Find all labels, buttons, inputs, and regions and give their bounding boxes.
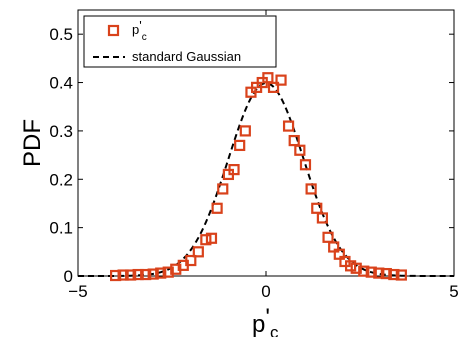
y-tick-label: 0 — [64, 267, 73, 286]
y-axis-label: PDF — [19, 119, 46, 167]
x-tick-label: 5 — [449, 282, 458, 301]
data-point — [288, 134, 300, 147]
x-axis-label: p'c — [252, 304, 279, 337]
data-point — [125, 269, 137, 281]
data-point — [162, 266, 174, 278]
data-point — [185, 254, 197, 267]
data-point — [380, 267, 392, 280]
legend-label-prime: ' — [139, 18, 141, 33]
data-point — [333, 248, 345, 260]
x-tick-label: 0 — [261, 282, 270, 301]
data-point — [211, 202, 223, 214]
data-point — [395, 269, 407, 281]
data-point — [345, 260, 357, 272]
data-point — [350, 262, 362, 274]
data-point — [234, 139, 246, 152]
legend-label-base: p — [132, 22, 139, 37]
y-tick-label: 0.5 — [49, 25, 73, 44]
data-point — [262, 72, 274, 84]
legend-label-pc: p'c — [132, 18, 147, 43]
data-point — [109, 269, 122, 282]
data-point — [200, 234, 212, 246]
data-point — [322, 231, 334, 243]
y-tick-label: 0.2 — [49, 170, 73, 189]
legend-marker-square — [107, 24, 120, 37]
data-point — [388, 268, 400, 281]
data-point — [217, 183, 229, 195]
data-point — [117, 269, 129, 281]
data-point — [147, 268, 159, 280]
x-label-prime: ' — [265, 304, 270, 331]
data-point — [140, 268, 152, 281]
data-point — [132, 268, 144, 281]
legend-box — [83, 15, 277, 68]
data-point — [373, 267, 385, 279]
data-point — [316, 212, 328, 224]
data-markers — [109, 72, 407, 282]
data-point — [228, 164, 240, 176]
data-point — [275, 74, 287, 86]
data-point — [239, 125, 251, 137]
data-point — [155, 267, 167, 279]
data-point — [311, 202, 323, 214]
legend-label-sub: c — [142, 32, 147, 43]
y-tick-label: 0.1 — [49, 219, 73, 238]
data-point — [358, 265, 370, 277]
data-point — [294, 144, 306, 156]
data-point — [299, 159, 312, 171]
x-tick-label: −5 — [68, 282, 87, 301]
data-point — [282, 120, 295, 132]
legend-label-gaussian: standard Gaussian — [132, 49, 241, 64]
data-point — [365, 266, 377, 278]
data-point — [267, 81, 280, 93]
data-point — [205, 232, 218, 244]
legend: p'c standard Gaussian — [83, 15, 277, 68]
y-tick-label: 0.4 — [49, 74, 73, 93]
y-tick-label: 0.3 — [49, 122, 73, 141]
x-label-base: p — [252, 311, 265, 337]
data-point — [192, 246, 204, 258]
axis-ticks: −5 0 500.10.20.30.40.5 — [49, 10, 459, 301]
data-point — [328, 241, 340, 253]
data-point — [305, 183, 317, 195]
x-label-sub: c — [270, 323, 279, 337]
